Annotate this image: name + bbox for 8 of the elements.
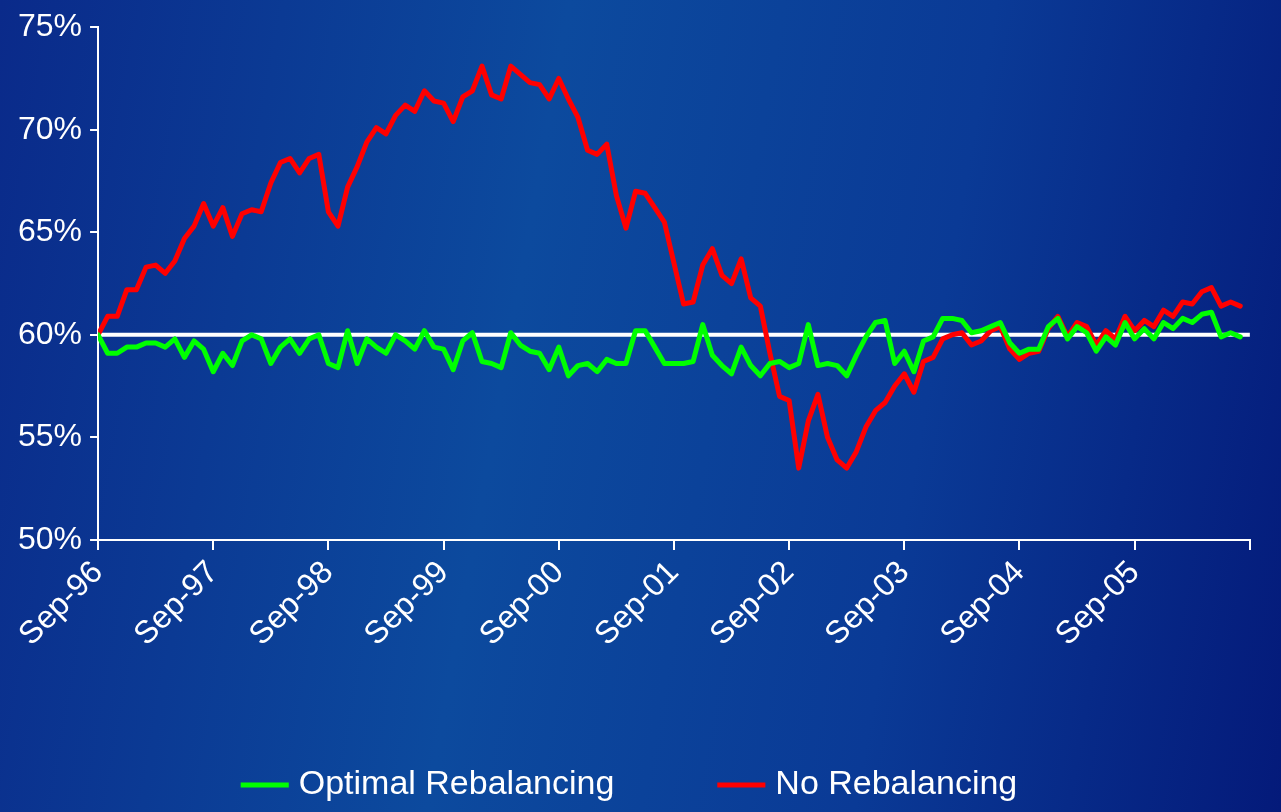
legend-label: No Rebalancing: [775, 763, 1018, 802]
y-tick-label: 75%: [18, 7, 83, 44]
y-tick-label: 60%: [18, 314, 83, 351]
y-tick-label: 65%: [18, 212, 83, 249]
y-tick-label: 55%: [18, 417, 83, 454]
y-tick-label: 70%: [18, 109, 83, 146]
legend-label: Optimal Rebalancing: [298, 763, 615, 802]
y-tick-label: 50%: [18, 519, 83, 556]
